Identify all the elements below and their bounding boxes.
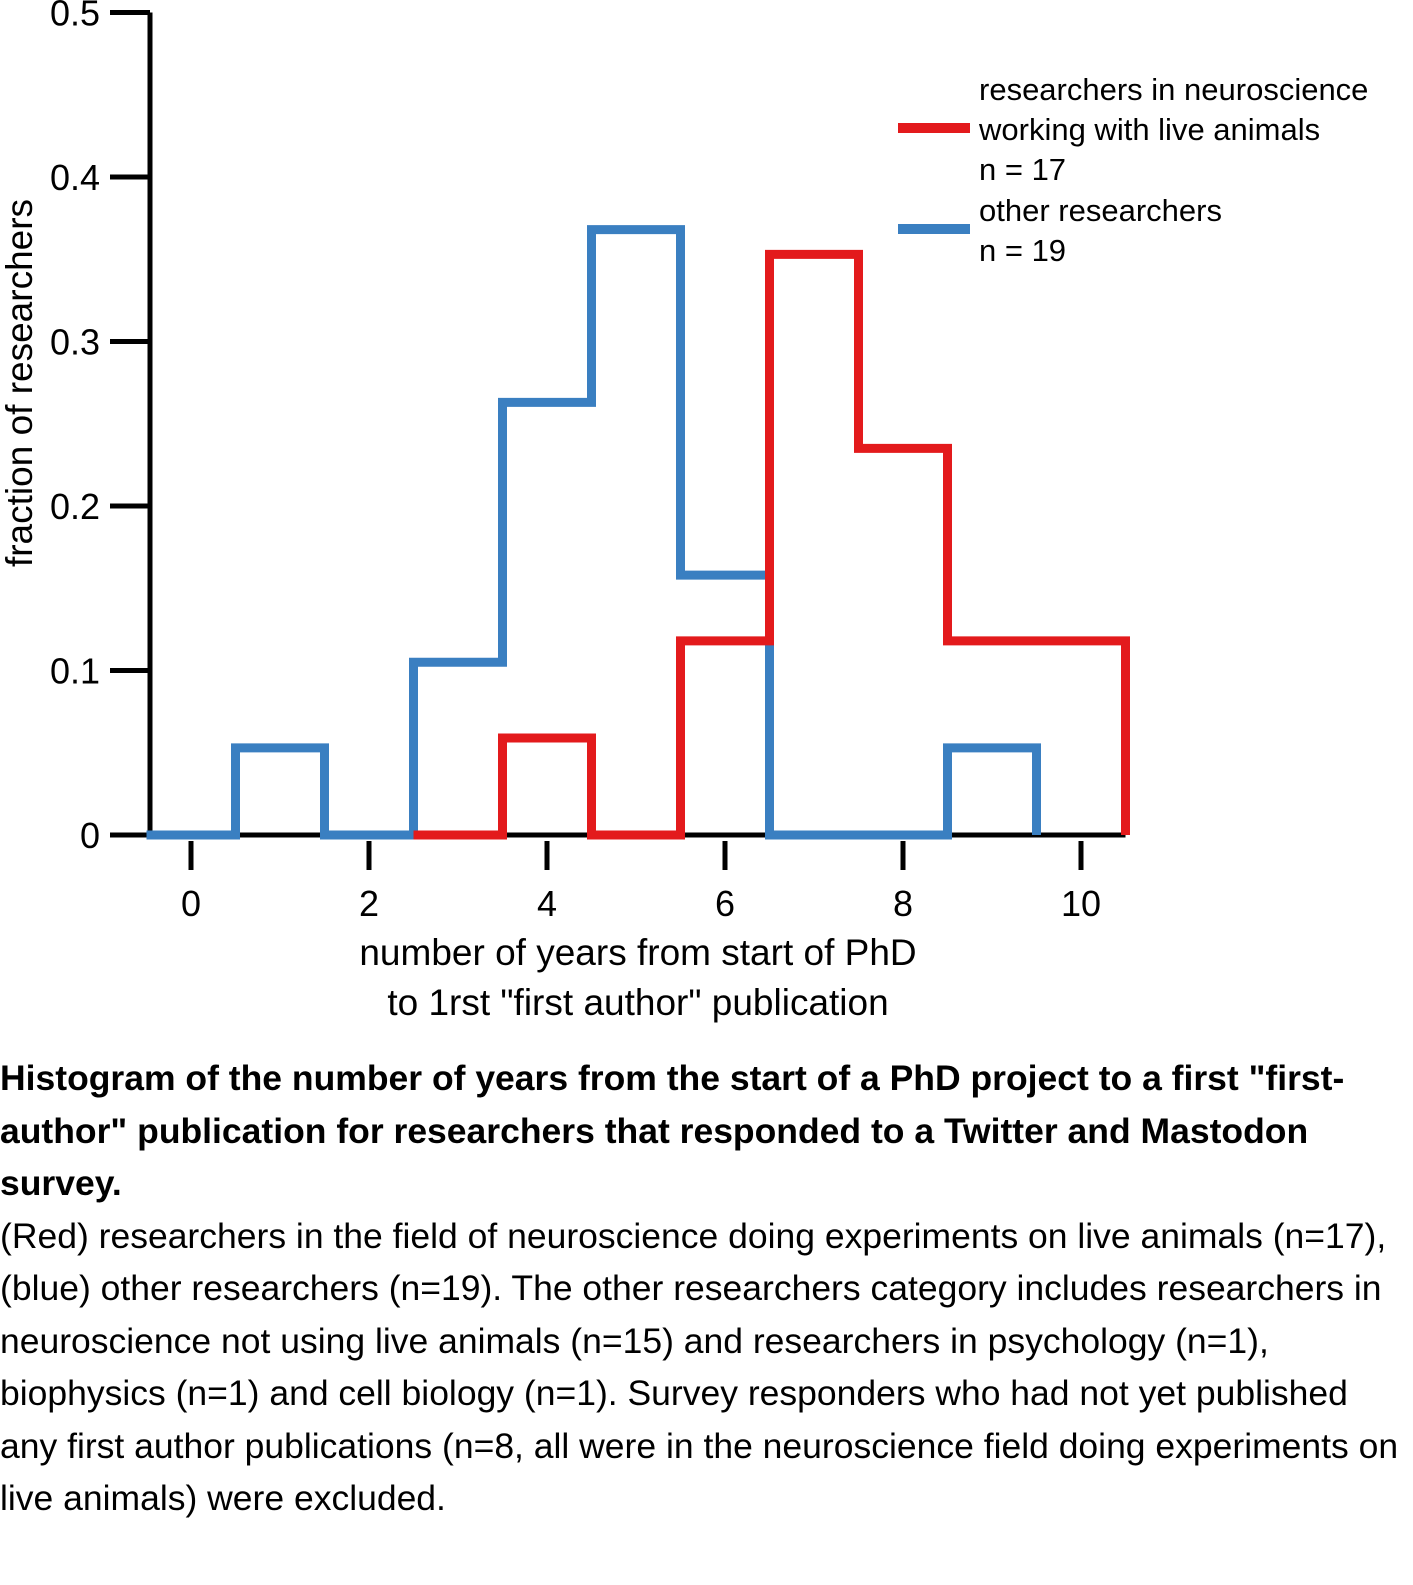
x-tick-label: 2 — [359, 883, 379, 924]
x-tick-label: 10 — [1061, 883, 1101, 924]
y-tick-label: 0.3 — [50, 322, 100, 363]
legend-label: researchers in neuroscience working with … — [978, 72, 1368, 187]
x-tick-label: 4 — [537, 883, 557, 924]
y-tick-label: 0 — [80, 815, 100, 856]
x-tick-label: 6 — [715, 883, 735, 924]
y-tick-label: 0.5 — [50, 0, 100, 34]
series-neuro-live-animals — [413, 249, 1130, 840]
legend-label: other researchers n = 19 — [979, 193, 1222, 268]
series-other-researchers — [146, 225, 1041, 840]
series-layer — [146, 225, 1130, 840]
histogram-chart: 0 0.1 0.2 0.3 0.4 0.5 0 2 4 6 8 10 researchers in … — [0, 0, 1368, 1023]
y-tick-label: 0.4 — [50, 157, 100, 198]
y-axis-title: fraction of researchers — [0, 199, 40, 567]
y-tick-label: 0.2 — [50, 486, 100, 527]
x-axis: 0 2 4 6 8 10 — [110, 832, 1126, 924]
figure-caption: Histogram of the number of years from th… — [0, 1052, 1410, 1525]
x-axis-title-line: number of years from start of PhD — [359, 932, 916, 973]
caption-body: (Red) researchers in the field of neuros… — [0, 1215, 1399, 1519]
caption-title: Histogram of the number of years from th… — [0, 1058, 1345, 1203]
x-axis-title-line: to 1rst "first author" publication — [387, 982, 888, 1023]
x-axis-title: number of years from start of PhD to 1rst… — [359, 932, 916, 1023]
x-tick-label: 8 — [893, 883, 913, 924]
x-tick-label: 0 — [181, 883, 201, 924]
legend: researchers in neuroscience working with … — [898, 72, 1368, 268]
y-axis: 0 0.1 0.2 0.3 0.4 0.5 — [50, 0, 153, 856]
y-tick-label: 0.1 — [50, 651, 100, 692]
